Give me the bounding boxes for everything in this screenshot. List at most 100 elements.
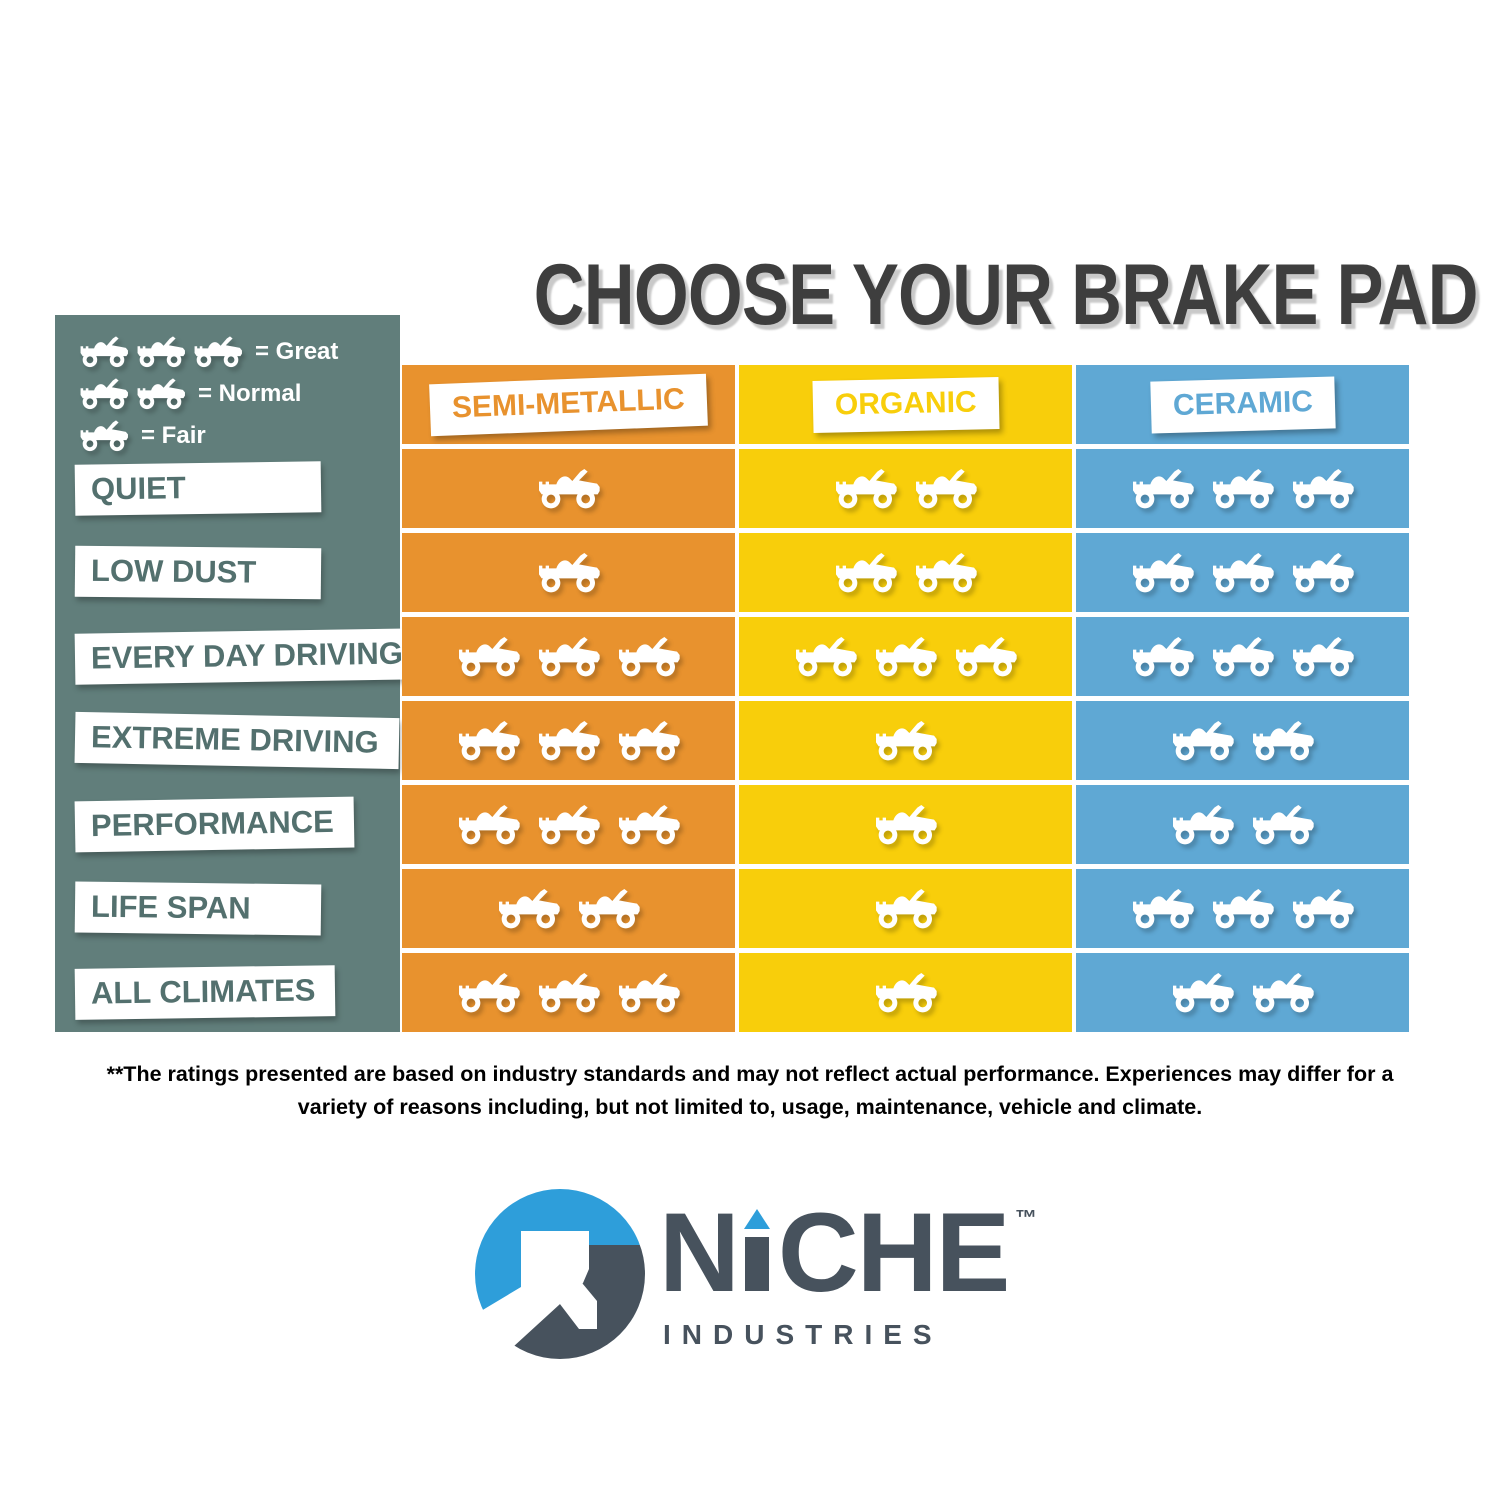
atv-rating-icon <box>458 804 520 844</box>
wordmark-i-stem <box>744 1237 769 1291</box>
atv-rating-icon <box>795 636 857 676</box>
atv-rating-icon <box>1252 972 1314 1012</box>
rating-cell <box>1076 444 1409 528</box>
rating-cell <box>402 612 735 696</box>
wordmark-i-dot-icon <box>743 1209 770 1229</box>
atv-rating-icon <box>137 336 185 368</box>
atv-rating-icon <box>458 636 520 676</box>
wordmark-i <box>742 1207 774 1291</box>
atv-rating-icon <box>1252 804 1314 844</box>
atv-rating-icon <box>578 888 640 928</box>
niche-industries-subtitle: INDUSTRIES <box>663 1319 943 1350</box>
column-ceramic: CERAMIC <box>1076 365 1409 1032</box>
trademark-symbol: ™ <box>1015 1205 1037 1230</box>
atv-rating-icon <box>1132 636 1194 676</box>
legend-icons <box>79 335 243 369</box>
atv-rating-icon <box>955 636 1017 676</box>
atv-rating-icon <box>1212 552 1274 592</box>
page-title-text: CHOOSE YOUR BRAKE PAD <box>533 247 1479 343</box>
rating-cell <box>1076 696 1409 780</box>
legend-item: = Great <box>79 331 338 373</box>
rating-cell <box>402 864 735 948</box>
atv-rating-icon <box>1132 888 1194 928</box>
atv-rating-icon <box>1292 552 1354 592</box>
atv-rating-icon <box>618 804 680 844</box>
niche-wordmark: N CHE <box>659 1197 1010 1309</box>
atv-rating-icon <box>1292 636 1354 676</box>
atv-rating-icon <box>458 972 520 1012</box>
rating-legend: = Great = Normal = Fair <box>79 331 338 457</box>
page-title: CHOOSE YOUR BRAKE PAD <box>430 246 1479 345</box>
atv-rating-icon <box>1172 720 1234 760</box>
atv-rating-icon <box>1212 888 1274 928</box>
atv-rating-icon <box>1252 720 1314 760</box>
column-organic: ORGANIC <box>739 365 1072 1032</box>
rating-cell <box>739 780 1072 864</box>
column-header-label: SEMI-METALLIC <box>429 373 708 436</box>
row-label-quiet: QUIET <box>74 461 322 516</box>
row-label-every-day-driving: EVERY DAY DRIVING <box>74 628 424 685</box>
atv-rating-icon <box>875 888 937 928</box>
atv-rating-icon <box>618 636 680 676</box>
atv-rating-icon <box>618 720 680 760</box>
atv-rating-icon <box>875 720 937 760</box>
atv-rating-icon <box>538 804 600 844</box>
atv-rating-icon <box>1172 804 1234 844</box>
column-header-label: ORGANIC <box>812 376 999 433</box>
atv-rating-icon <box>1172 972 1234 1012</box>
rating-cell <box>1076 948 1409 1032</box>
rating-cell <box>1076 612 1409 696</box>
row-label-extreme-driving: EXTREME DRIVING <box>74 711 400 770</box>
atv-rating-icon <box>80 336 128 368</box>
rating-cell <box>402 948 735 1032</box>
rating-cell <box>1076 780 1409 864</box>
atv-rating-icon <box>1212 636 1274 676</box>
legend-icons <box>79 377 186 411</box>
atv-rating-icon <box>1292 468 1354 508</box>
rating-cell <box>739 612 1072 696</box>
row-label-all-climates: ALL CLIMATES <box>74 965 336 1020</box>
column-header: CERAMIC <box>1076 365 1409 444</box>
rating-cell <box>739 864 1072 948</box>
atv-rating-icon <box>1292 888 1354 928</box>
atv-rating-icon <box>1132 468 1194 508</box>
atv-rating-icon <box>835 468 897 508</box>
atv-rating-icon <box>538 636 600 676</box>
row-label-performance: PERFORMANCE <box>74 796 355 853</box>
atv-rating-icon <box>538 972 600 1012</box>
rating-cell <box>739 528 1072 612</box>
rating-cell <box>1076 864 1409 948</box>
rating-cell <box>739 948 1072 1032</box>
atv-rating-icon <box>194 336 242 368</box>
atv-rating-icon <box>538 552 600 592</box>
atv-rating-icon <box>915 468 977 508</box>
ratings-legend-panel: = Great = Normal = Fair QUIET LOW DUST EVERY… <box>55 315 424 1032</box>
disclaimer-text: **The ratings presented are based on ind… <box>0 1058 1500 1125</box>
atv-rating-icon <box>137 378 185 410</box>
legend-item: = Fair <box>79 415 338 457</box>
atv-rating-icon <box>875 804 937 844</box>
atv-rating-icon <box>875 972 937 1012</box>
legend-icons <box>79 419 129 453</box>
atv-rating-icon <box>835 552 897 592</box>
row-label-life-span: LIFE SPAN <box>74 881 322 936</box>
atv-rating-icon <box>915 552 977 592</box>
legend-label: = Fair <box>141 422 206 449</box>
atv-rating-icon <box>1132 552 1194 592</box>
atv-rating-icon <box>498 888 560 928</box>
disclaimer-line-1: **The ratings presented are based on ind… <box>106 1062 1394 1086</box>
disclaimer-line-2: variety of reasons including, but not li… <box>297 1095 1203 1120</box>
atv-rating-icon <box>538 468 600 508</box>
rating-cell <box>402 780 735 864</box>
rating-cell <box>402 696 735 780</box>
atv-rating-icon <box>875 636 937 676</box>
rating-cell <box>1076 528 1409 612</box>
legend-label: = Normal <box>198 380 302 407</box>
atv-rating-icon <box>80 378 128 410</box>
column-semi-metallic: SEMI-METALLIC <box>402 365 735 1032</box>
wordmark-che: CHE <box>777 1190 1010 1315</box>
niche-logo: N CHE ™ INDUSTRIES <box>475 1183 1055 1373</box>
rating-cell <box>739 696 1072 780</box>
column-header: ORGANIC <box>739 365 1072 444</box>
